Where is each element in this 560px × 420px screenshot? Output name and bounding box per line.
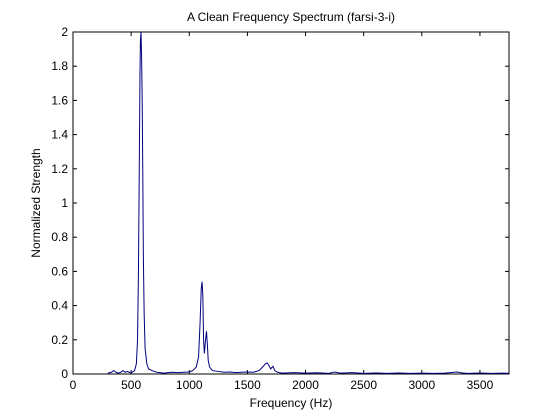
y-axis-ticks: 0 0.2 0.4 0.6 0.8 1 1.2 1.4 1.6 1.8 2: [51, 25, 509, 381]
x-tick-label: 3000: [408, 378, 435, 392]
x-tick-label: 500: [121, 378, 141, 392]
y-tick-label: 0: [61, 367, 68, 381]
y-tick-label: 1.8: [51, 59, 68, 73]
x-axis-ticks: 0 500 1000 1500 2000 2500 3000 3500: [70, 32, 494, 392]
x-tick-label: 1500: [234, 378, 261, 392]
x-axis-label: Frequency (Hz): [250, 396, 333, 410]
y-tick-label: 1.2: [51, 162, 68, 176]
y-tick-label: 0.2: [51, 333, 68, 347]
y-tick-label: 1.6: [51, 93, 68, 107]
y-tick-label: 2: [61, 25, 68, 39]
x-tick-label: 3500: [467, 378, 494, 392]
x-tick-label: 2500: [350, 378, 377, 392]
y-tick-label: 0.4: [51, 299, 68, 313]
x-tick-label: 1000: [176, 378, 203, 392]
y-tick-label: 1.4: [51, 128, 68, 142]
y-axis-label: Normalized Strength: [29, 148, 43, 257]
x-tick-label: 0: [70, 378, 77, 392]
y-tick-label: 0.8: [51, 230, 68, 244]
chart-title: A Clean Frequency Spectrum (farsi-3-i): [187, 10, 395, 24]
plot-area: [72, 31, 510, 375]
spectrum-line: [107, 31, 510, 374]
y-tick-label: 0.6: [51, 264, 68, 278]
y-tick-label: 1: [61, 196, 68, 210]
x-tick-label: 2000: [292, 378, 319, 392]
